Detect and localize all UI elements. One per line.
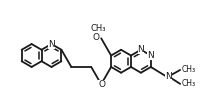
Text: CH₃: CH₃ bbox=[181, 65, 195, 74]
Text: CH₃: CH₃ bbox=[90, 24, 106, 33]
Text: O: O bbox=[98, 80, 105, 89]
Text: N: N bbox=[48, 40, 55, 49]
Text: N: N bbox=[147, 51, 154, 60]
Text: N: N bbox=[137, 45, 144, 54]
Text: CH₃: CH₃ bbox=[181, 79, 195, 88]
Text: N: N bbox=[165, 72, 172, 81]
Text: O: O bbox=[92, 33, 99, 42]
